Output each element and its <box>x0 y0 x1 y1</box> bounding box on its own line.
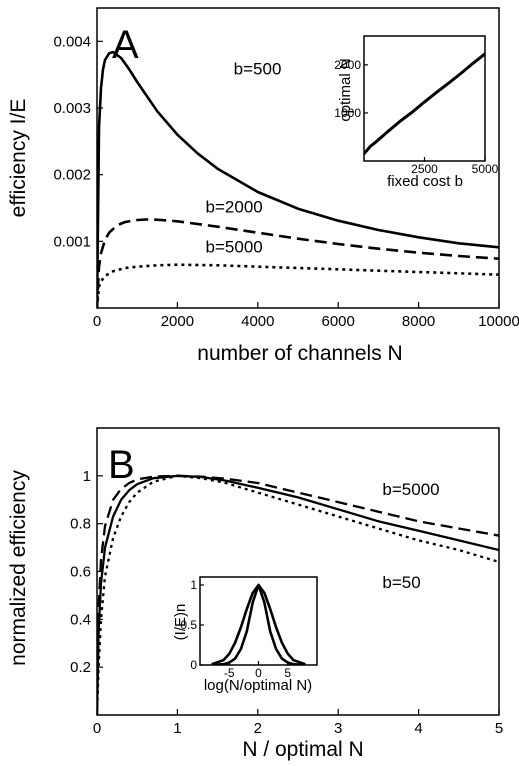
panel-a-series-b-500-line <box>97 50 499 308</box>
panel-b-annotations: b=5000 b=50 <box>382 480 439 592</box>
panel-a-ytick-label: 0.003 <box>53 100 91 117</box>
panel-b-inset-xtick-label: 0 <box>255 666 262 680</box>
panel-b-inset-xtick-label: -5 <box>224 666 235 680</box>
panel-b-inset: log(N/optimal N) (I/E)n -5 0 5 0 0.5 1 <box>172 576 318 694</box>
panel-a-inset-frame <box>363 35 486 162</box>
panel-b-ytick-label: 1 <box>83 468 91 485</box>
panel-b-xtick-label: 3 <box>334 720 342 737</box>
panel-b-plot-frame <box>96 427 500 716</box>
panel-b-ytick-label: 0.6 <box>70 564 91 581</box>
panel-b: B N / optimal N normalized efficiency 0 1… <box>7 427 503 761</box>
panel-b-ylabel: normalized efficiency <box>7 470 30 666</box>
panel-a-xtick-label: 8000 <box>402 313 435 330</box>
panel-b-inset-ticks: -5 0 5 0 0.5 1 <box>180 578 291 680</box>
panel-a-inset-ylabel: optimal N <box>337 58 354 121</box>
panel-b-inset-series-1-line <box>211 583 306 665</box>
panel-b-annotation: b=5000 <box>382 480 439 499</box>
panel-b-xtick-label: 1 <box>173 720 181 737</box>
panel-a-series-b-2000-line <box>97 218 499 308</box>
panel-b-xtick-label: 2 <box>254 720 262 737</box>
panel-a-xtick-label: 4000 <box>241 313 274 330</box>
panel-b-xtick-label: 0 <box>93 720 101 737</box>
panel-a-ytick-label: 0.001 <box>53 233 91 250</box>
panel-a-ytick-label: 0.004 <box>53 33 91 50</box>
panel-b-xtick-label: 4 <box>414 720 422 737</box>
panel-a-inset-series-0-line <box>364 52 485 155</box>
panel-b-inset-ylabel: (I/E)n <box>172 604 189 641</box>
panel-a-xlabel: number of channels N <box>197 342 402 365</box>
panel-b-ytick-label: 0.2 <box>70 659 91 676</box>
panel-a-series-b-5000-line <box>97 263 499 308</box>
panel-b-xlabel: N / optimal N <box>242 738 363 761</box>
panel-b-ticks: 0 1 2 3 4 5 0.2 0.4 0.6 0.8 1 <box>70 468 503 737</box>
panel-a-plot-frame <box>96 7 500 309</box>
panel-a-xtick-label: 6000 <box>322 313 355 330</box>
panel-a-annotation: b=500 <box>234 60 282 79</box>
panel-b-inset-ytick-label: 0 <box>190 658 197 672</box>
panel-a-inset-ytick-label: 2000 <box>334 58 361 72</box>
panel-b-inset-xlabel: log(N/optimal N) <box>204 677 312 694</box>
panel-a-annotation: b=2000 <box>206 198 263 217</box>
panel-a-annotation: b=5000 <box>206 238 263 257</box>
panel-a-xtick-label: 10000 <box>478 313 519 330</box>
panel-b-inset-xtick-label: 5 <box>284 666 291 680</box>
panel-a-ylabel: efficiency I/E <box>7 99 30 218</box>
panel-a-ticks: 0 2000 4000 6000 8000 10000 0.001 0.002 0.003 0.0… <box>53 33 519 330</box>
panel-a-inset-xtick-label: 5000 <box>472 162 499 176</box>
panel-a: A number of channels N efficiency I/E 0 2… <box>7 7 519 365</box>
panel-b-series <box>97 474 499 715</box>
panel-a-inset-xtick-label: 2500 <box>411 162 438 176</box>
panel-a-inset-ticks: 2500 5000 1000 2000 <box>334 58 498 176</box>
panel-b-inset-ytick-label: 0.5 <box>180 618 197 632</box>
panel-a-ytick-label: 0.002 <box>53 167 91 184</box>
panel-a-xtick-label: 2000 <box>161 313 194 330</box>
panel-a-inset: fixed cost b optimal N 2500 5000 1000 2000 <box>334 35 499 190</box>
panel-b-ytick-label: 0.4 <box>70 611 91 628</box>
panel-a-inset-series <box>364 52 485 155</box>
panel-b-series-2-line <box>97 474 499 715</box>
panel-a-inset-ytick-label: 1000 <box>334 106 361 120</box>
panel-b-xtick-label: 5 <box>495 720 503 737</box>
panel-a-annotations: b=500 b=2000 b=5000 <box>206 60 282 257</box>
panel-a-inset-xlabel: fixed cost b <box>387 173 463 190</box>
panel-b-inset-ytick-label: 1 <box>190 578 197 592</box>
panel-b-inset-frame <box>199 576 318 666</box>
panel-a-xtick-label: 0 <box>93 313 101 330</box>
panel-a-series <box>97 50 499 308</box>
panel-b-letter: B <box>108 443 135 487</box>
panel-b-ytick-label: 0.8 <box>70 516 91 533</box>
panel-b-inset-series <box>211 583 306 665</box>
panel-b-annotation: b=50 <box>382 573 420 592</box>
panel-a-letter: A <box>112 23 139 67</box>
